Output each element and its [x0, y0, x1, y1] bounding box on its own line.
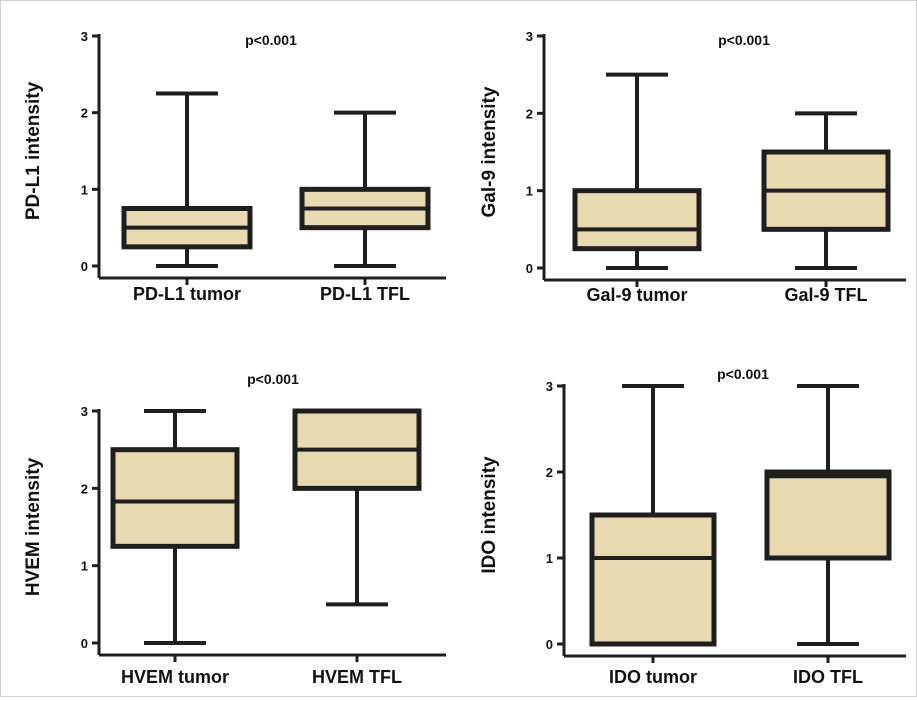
x-category-label: PD-L1 TFL	[320, 284, 410, 304]
y-axis-title: Gal-9 intensity	[479, 86, 500, 217]
y-tick-label: 1	[81, 559, 88, 574]
x-category-label: HVEM TFL	[312, 667, 402, 687]
iqr-box	[110, 447, 240, 549]
y-tick-label: 0	[81, 259, 88, 274]
y-tick-label: 3	[81, 29, 88, 44]
p-value-annotation: p<0.001	[718, 32, 770, 48]
y-tick-label: 0	[81, 636, 88, 651]
y-tick-label: 2	[81, 481, 88, 496]
y-tick-label: 1	[81, 182, 88, 197]
x-category-label: PD-L1 tumor	[133, 284, 241, 304]
y-tick-label: 0	[546, 637, 553, 652]
iqr-box	[572, 188, 702, 252]
y-axis-title: PD-L1 intensity	[23, 81, 44, 220]
y-axis-title: HVEM intensity	[23, 457, 44, 596]
y-tick-label: 0	[526, 261, 533, 276]
x-category-label: Gal-9 TFL	[784, 285, 867, 305]
x-category-label: Gal-9 tumor	[586, 285, 687, 305]
y-tick-label: 2	[546, 465, 553, 480]
p-value-annotation: p<0.001	[717, 366, 769, 382]
y-axis-title: IDO intensity	[479, 456, 500, 574]
iqr-box	[589, 512, 717, 647]
x-category-label: IDO tumor	[609, 667, 697, 687]
y-tick-label: 1	[526, 184, 533, 199]
iqr-box	[764, 469, 892, 561]
x-category-label: HVEM tumor	[121, 667, 229, 687]
y-tick-label: 2	[81, 106, 88, 121]
p-value-annotation: p<0.001	[245, 32, 297, 48]
y-tick-label: 1	[546, 551, 553, 566]
p-value-annotation: p<0.001	[247, 371, 299, 387]
y-tick-label: 2	[526, 106, 533, 121]
y-tick-label: 3	[526, 29, 533, 44]
y-tick-label: 3	[546, 379, 553, 394]
y-tick-label: 3	[81, 404, 88, 419]
x-category-label: IDO TFL	[793, 667, 863, 687]
